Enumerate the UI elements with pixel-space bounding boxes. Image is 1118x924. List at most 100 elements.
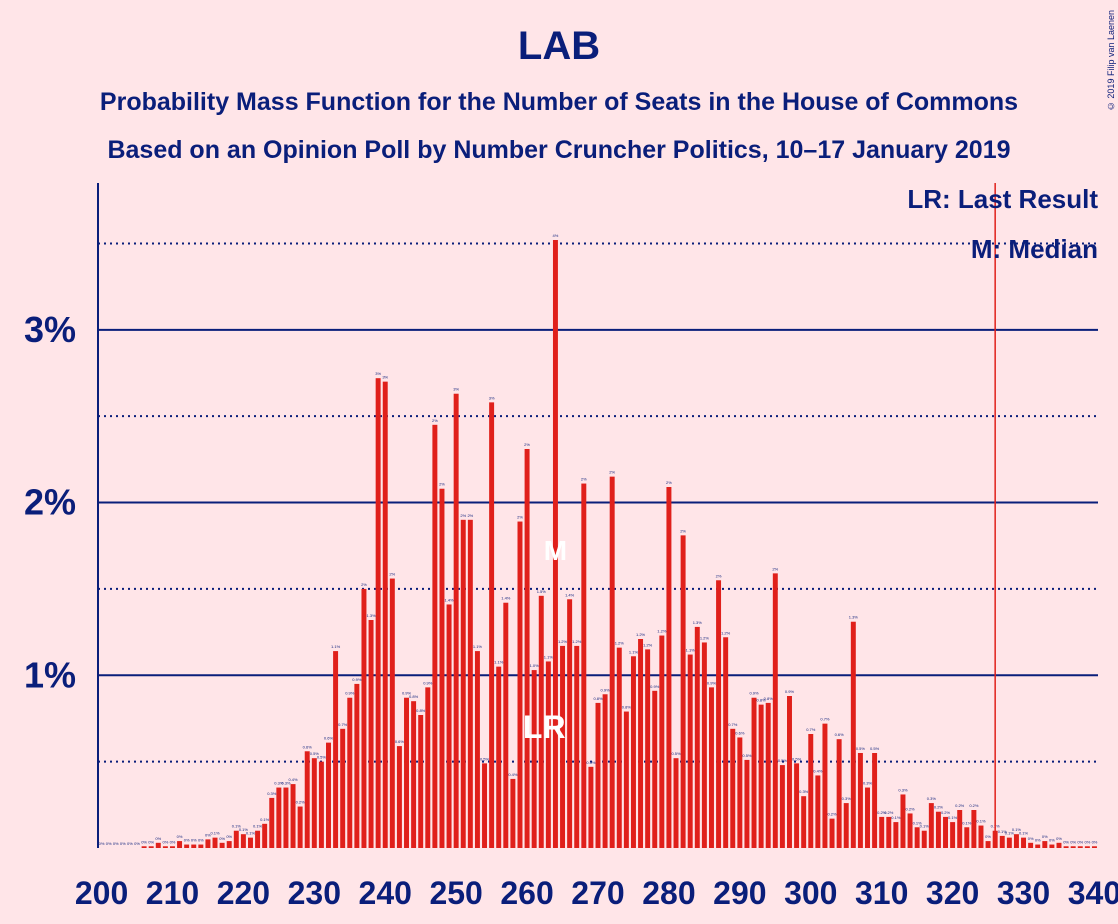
bar xyxy=(1063,846,1069,848)
bar-label: 1.4% xyxy=(445,597,455,602)
chart-subtitle: Probability Mass Function for the Number… xyxy=(99,88,1019,116)
bar xyxy=(928,803,934,848)
bar-label: 0% xyxy=(148,839,154,844)
markers: M LR xyxy=(523,183,996,848)
bar xyxy=(801,796,807,848)
x-tick-label: 240 xyxy=(359,875,412,911)
bar-label: 0% xyxy=(141,839,147,844)
bar xyxy=(1084,846,1090,848)
bar xyxy=(701,642,707,848)
bar-label: 0.1% xyxy=(253,824,263,829)
bar xyxy=(1070,846,1076,848)
bar-label: 2% xyxy=(361,582,367,587)
bar-label: 0.3% xyxy=(863,781,873,786)
bar-label: 2% xyxy=(680,528,686,533)
bar xyxy=(389,578,395,848)
bar-label: 0.8% xyxy=(757,698,767,703)
bar xyxy=(510,778,516,848)
x-tick-label: 280 xyxy=(642,875,695,911)
bar-label: 0.2% xyxy=(884,810,894,815)
bar xyxy=(843,803,849,848)
bar-label: 0.1% xyxy=(913,820,923,825)
bar-label: 0.2% xyxy=(941,810,951,815)
bar xyxy=(943,816,948,848)
bar-label: 0% xyxy=(162,839,168,844)
bar-label: 0.7% xyxy=(728,722,738,727)
bar xyxy=(1077,846,1083,848)
bar-label: 0.1% xyxy=(210,831,220,836)
bar-label: 0% xyxy=(127,841,133,846)
bar-label: 1.1% xyxy=(686,648,696,653)
bar xyxy=(879,816,885,848)
bar-label: 3% xyxy=(375,371,381,376)
bar xyxy=(758,704,764,848)
bar xyxy=(822,723,828,848)
bar xyxy=(311,758,317,848)
bar xyxy=(588,766,594,848)
bar-label: 0.5% xyxy=(792,756,802,761)
bar xyxy=(269,797,275,848)
bar xyxy=(914,827,920,848)
bar xyxy=(850,621,856,848)
bar xyxy=(524,449,530,848)
bar-label: 0% xyxy=(184,838,190,843)
bar-label: 0.1% xyxy=(1012,827,1022,832)
bar xyxy=(886,816,892,848)
bar-label: 2% xyxy=(581,477,587,482)
bar-label: 1.1% xyxy=(494,660,504,665)
bar xyxy=(425,687,431,848)
bar xyxy=(1013,834,1019,848)
bar-label: 0.1% xyxy=(948,815,958,820)
bar xyxy=(950,822,956,848)
bar-label: 0.3% xyxy=(799,789,809,794)
bar xyxy=(1049,844,1055,848)
bar-label: 0% xyxy=(99,841,105,846)
bar xyxy=(226,841,232,848)
bar xyxy=(779,765,785,848)
bar xyxy=(191,844,197,848)
bar-label: 0.3% xyxy=(927,796,937,801)
bar-label: 2% xyxy=(609,470,615,475)
bar xyxy=(1006,837,1012,848)
bars xyxy=(141,240,1097,848)
bar-label: 0.9% xyxy=(650,684,660,689)
bar-label: 0% xyxy=(191,838,197,843)
bar xyxy=(857,753,863,848)
bar-label: 0% xyxy=(198,838,204,843)
bar-label: 0% xyxy=(226,834,232,839)
bar-label: 2% xyxy=(467,513,473,518)
bar xyxy=(744,759,750,848)
bar-label: 4% xyxy=(553,233,559,238)
bar xyxy=(645,649,651,848)
bar xyxy=(198,844,204,848)
bar xyxy=(177,841,183,848)
bar-label: 0.1% xyxy=(246,831,256,836)
bar-label: 0.1% xyxy=(976,819,986,824)
bar-label: 0.3% xyxy=(281,781,291,786)
bar xyxy=(730,728,736,848)
bar xyxy=(581,483,587,848)
bar-label: 0.7% xyxy=(806,727,816,732)
bar xyxy=(737,737,743,848)
bar xyxy=(694,626,700,848)
bar-label: 2% xyxy=(439,482,445,487)
bar xyxy=(1042,841,1048,848)
bar xyxy=(482,763,488,848)
bar xyxy=(794,763,800,848)
bar-label: 0.8% xyxy=(409,694,419,699)
bar xyxy=(815,775,821,848)
bar-label: 0% xyxy=(1063,839,1069,844)
bar-label: 0.6% xyxy=(303,744,313,749)
bar-label: 3% xyxy=(489,395,495,400)
bar-label: 0% xyxy=(1035,838,1041,843)
bar xyxy=(467,519,473,848)
bar xyxy=(616,647,622,848)
bar xyxy=(999,835,1005,848)
bar xyxy=(978,825,984,848)
x-tick-label: 250 xyxy=(429,875,482,911)
bar-label: 0.2% xyxy=(827,812,837,817)
x-tick-label: 220 xyxy=(217,875,270,911)
bar-label: 2% xyxy=(389,572,395,577)
bar-label: 0.2% xyxy=(877,810,887,815)
bar xyxy=(347,697,353,848)
